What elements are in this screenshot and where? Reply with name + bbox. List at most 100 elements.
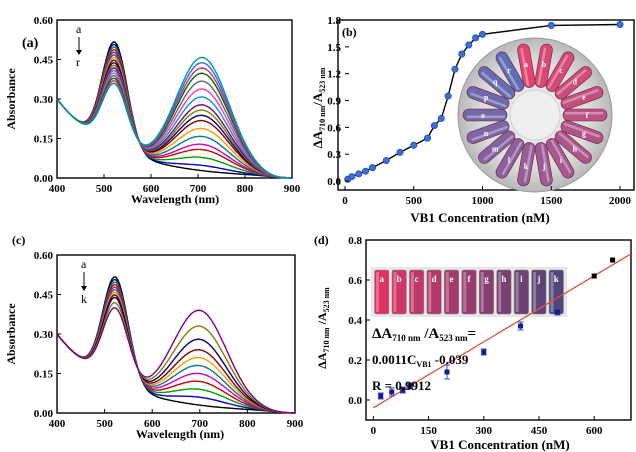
panel-a-xlabel: Wavelength (nm)	[131, 192, 219, 206]
panel-b-data-point	[368, 164, 376, 172]
spectrum-curve	[56, 301, 295, 414]
panel-b-tube	[545, 138, 575, 179]
panel-b-data-point	[348, 173, 356, 181]
panel-b-data-point	[547, 21, 555, 29]
panel-c-x-tick-label: 900	[287, 418, 304, 430]
panel-b-ylabel: ΔA710 nm/A523 nm	[310, 67, 327, 148]
panel-d-y-tick-label: 0.8	[348, 235, 362, 247]
panel-b-y-tick-label: 0.6	[327, 122, 341, 134]
panel-a-y-ticks: 0.00 0.15 0.30 0.45 0.60	[34, 15, 61, 185]
panel-b-frame	[337, 19, 635, 191]
panel-b-data-point	[430, 122, 438, 130]
panel-b-x-tick-label: 0	[342, 195, 348, 207]
panel-a-x-tick-label: 900	[284, 183, 301, 195]
panel-d-ylabel: ΔA710 nm /A523 nm	[315, 287, 331, 369]
panel-b-tube	[495, 51, 525, 92]
panel-d-cuvettes: a b c d e f g h i j k	[374, 269, 564, 315]
panel-b-tube-letter: f	[586, 111, 589, 120]
panel-c-ylabel: Absorbance	[4, 303, 18, 365]
panel-d-equation-line1: ΔA710 nm /A523 nm=	[372, 326, 476, 343]
panel-b-tube-letter: l	[508, 156, 511, 165]
panel-d-data-point	[591, 273, 597, 279]
panel-d-y-tick-label: 0.4	[348, 315, 362, 327]
panel-b-tube	[534, 43, 553, 88]
panel-b-tube-letter: m	[492, 144, 499, 153]
panel-b-tube-letter: e	[582, 93, 586, 102]
panel-d-data-point	[610, 257, 616, 263]
panel-b-x-tick-label: 500	[406, 195, 423, 207]
panel-d-x-tick-label: 600	[586, 425, 603, 437]
panel-b-data-point	[451, 65, 459, 73]
panel-b-tube	[545, 51, 575, 92]
panel-b-y-tick-label: 1.2	[327, 69, 341, 81]
panel-b-x-tick-label: 1500	[540, 195, 563, 207]
panel-b-data-point	[410, 141, 418, 149]
panel-b-dish-center	[509, 89, 561, 141]
panel-b-tube-letter: r	[507, 66, 511, 75]
panel-b-y-tick-label: 0.0	[327, 176, 341, 188]
panel-d-cuvette-letter: d	[432, 274, 437, 284]
spectrum-curve	[56, 278, 295, 414]
panel-d-cuvette	[374, 269, 390, 315]
panel-b-tube-letter: o	[481, 111, 485, 120]
panel-b-tube-letter: h	[573, 144, 578, 153]
panel-d-x-tick-label: 450	[531, 425, 548, 437]
panel-b-tube	[466, 86, 510, 110]
panel-b-data-point	[396, 148, 404, 156]
panel-d-data-point	[378, 393, 384, 399]
panel-b-x-tick-label: 1000	[472, 195, 495, 207]
panel-b-x-tick-label: 2000	[609, 195, 632, 207]
spectrum-curve	[56, 306, 295, 414]
panel-c-x-tick-label: 800	[239, 418, 256, 430]
panel-a-arrow-top: a	[76, 22, 82, 36]
panel-d-y-tick-label: 0.0	[348, 395, 362, 407]
panel-b-tube-letter: i	[560, 156, 563, 165]
panel-d-cuvette	[478, 269, 494, 315]
panel-b-tube-letter: g	[582, 129, 586, 138]
panel-d-cuvette	[513, 269, 529, 315]
panel-b-data-point	[472, 34, 480, 42]
panel-b-tube	[478, 130, 516, 164]
panel-b-tube-letter: d	[573, 78, 578, 87]
panel-b-data-point	[382, 156, 390, 164]
panel-c-arrow-top: a	[81, 257, 87, 271]
panel-b-x-ticks: 0 500 1000 1500 2000	[342, 186, 632, 207]
panel-c-y-tick-label: 0.15	[34, 369, 54, 381]
panel-a-spectra: 400 500 600 700 800 900 0.000.150.300.450.60 …	[4, 15, 301, 206]
panel-d-cuvette	[426, 269, 442, 315]
panel-b-y-tick-label: 0.9	[327, 96, 341, 108]
panel-a-y-tick-label: 0.60	[34, 15, 54, 27]
panel-b-y-tick-label: 1.8	[327, 15, 341, 27]
panel-d-cuvette	[409, 269, 425, 315]
panel-a-x-tick-label: 800	[237, 183, 254, 195]
panel-d-cuvette	[531, 269, 547, 315]
panel-b-tube-letter: n	[484, 129, 489, 138]
panel-b-data-point	[444, 92, 452, 100]
panel-b-tube	[495, 138, 525, 179]
panel-b-data-point	[465, 41, 473, 49]
panel-a-y-tick-label: 0.00	[34, 173, 54, 185]
panel-b-tube-letter: p	[484, 93, 489, 102]
panel-d-cuvette-letter: i	[520, 274, 523, 284]
panel-c-y-tick-label: 0.60	[34, 250, 54, 262]
panel-d-data-point	[407, 383, 413, 389]
panel-b-xlabel: VB1 Concentration (nM)	[410, 210, 549, 225]
panel-d-y-tick-label: 0.6	[348, 275, 362, 287]
panel-d-x-tick-label: 0	[371, 425, 377, 437]
panel-c-arrow-head	[81, 286, 87, 291]
panel-b-tube	[517, 142, 536, 187]
panel-a-y-tick-label: 0.30	[34, 94, 54, 106]
panel-a-arrow-head	[76, 50, 82, 55]
panel-d-cuvette-letter: g	[484, 274, 489, 284]
panel-c-x-tick-label: 700	[192, 418, 209, 430]
panel-d-x-tick-label: 300	[476, 425, 493, 437]
panel-d-x-tick-label: 150	[420, 425, 437, 437]
panel-d-label: (d)	[314, 233, 329, 247]
panel-d-cuvette-letter: j	[536, 274, 540, 284]
panel-d-cuvette	[391, 269, 407, 315]
panel-b-tube	[534, 142, 553, 187]
panel-d-cuvette-letter: e	[450, 274, 454, 284]
